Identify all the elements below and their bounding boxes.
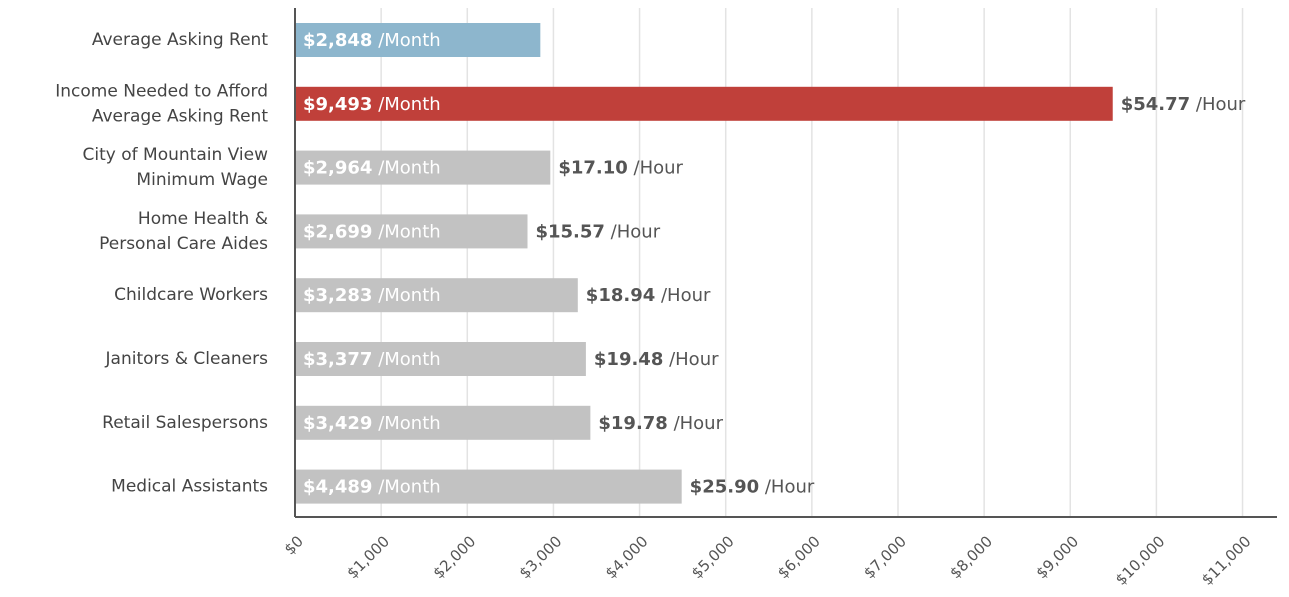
value-label: $2,964 /Month: [303, 158, 441, 179]
label-line: Janitors & Cleaners: [105, 349, 269, 369]
y-tick-label: Average Asking Rent: [92, 30, 269, 50]
hourly-label: $17.10 /Hour: [558, 158, 683, 179]
x-tick-label: $4,000: [602, 532, 652, 582]
x-tick-label: $9,000: [1032, 532, 1082, 582]
hourly-label: $54.77 /Hour: [1121, 94, 1246, 115]
label-amount: $2,699: [303, 221, 372, 242]
value-label: $3,429 /Month: [303, 413, 441, 434]
label-amount: $3,429: [303, 413, 372, 434]
hourly-label: $19.48 /Hour: [594, 349, 719, 370]
hourly-label: $15.57 /Hour: [535, 221, 660, 242]
value-label: $4,489 /Month: [303, 477, 441, 498]
label-amount: $9,493: [303, 94, 372, 115]
label-amount: $3,377: [303, 349, 372, 370]
bar: [296, 405, 591, 440]
label-amount: $2,964: [303, 158, 372, 179]
label-line: Minimum Wage: [136, 170, 268, 190]
label-unit: /Hour: [628, 158, 684, 179]
y-tick-label: Janitors & Cleaners: [105, 349, 269, 369]
label-amount: $19.48: [594, 349, 663, 370]
y-tick-label: Medical Assistants: [111, 477, 268, 497]
y-tick-label: Home Health & Personal Care Aides: [99, 209, 268, 254]
x-tick-label: $1,000: [343, 532, 393, 582]
value-label: $2,848 /Month: [303, 30, 441, 51]
label-line: Home Health &: [138, 209, 268, 229]
label-line: Personal Care Aides: [99, 234, 268, 254]
label-amount: $15.57: [535, 221, 604, 242]
label-amount: $17.10: [558, 158, 627, 179]
label-line: Retail Salespersons: [102, 413, 268, 433]
x-tick-label: $7,000: [860, 532, 910, 582]
label-amount: $2,848: [303, 30, 372, 51]
hourly-label: $19.78 /Hour: [598, 413, 723, 434]
label-amount: $25.90: [690, 477, 759, 498]
label-amount: $19.78: [598, 413, 667, 434]
label-unit: /Month: [372, 285, 440, 306]
hourly-label: $25.90 /Hour: [690, 477, 815, 498]
label-unit: /Hour: [1190, 94, 1246, 115]
label-unit: /Hour: [663, 349, 719, 370]
label-line: Average Asking Rent: [92, 30, 269, 50]
value-label: $3,283 /Month: [303, 285, 441, 306]
label-line: Medical Assistants: [111, 477, 268, 497]
bar: [296, 23, 541, 57]
y-tick-label: Retail Salespersons: [102, 413, 268, 433]
x-tick-label: $10,000: [1112, 532, 1169, 589]
bar: [296, 214, 528, 249]
x-tick-label: $11,000: [1198, 532, 1255, 589]
x-tick-label: $2,000: [429, 532, 479, 582]
y-tick-label: City of Mountain View Minimum Wage: [83, 145, 269, 190]
y-tick-label: Income Needed to Afford Average Asking Re…: [55, 81, 268, 126]
label-amount: $3,283: [303, 285, 372, 306]
bar: [296, 278, 578, 313]
label-unit: /Month: [372, 30, 440, 51]
y-tick-label: Childcare Workers: [114, 285, 268, 305]
bar: [296, 342, 586, 376]
label-unit: /Month: [372, 349, 440, 370]
label-unit: /Hour: [759, 477, 815, 498]
label-line: Childcare Workers: [114, 285, 268, 305]
label-line: Income Needed to Afford: [55, 81, 268, 101]
label-amount: $4,489: [303, 477, 372, 498]
x-tick-label: $6,000: [774, 532, 824, 582]
label-unit: /Hour: [605, 221, 661, 242]
label-unit: /Month: [372, 94, 440, 115]
value-label: $3,377 /Month: [303, 349, 441, 370]
label-unit: /Hour: [655, 285, 711, 306]
label-line: City of Mountain View: [83, 145, 269, 165]
label-unit: /Hour: [668, 413, 724, 434]
label-amount: $18.94: [586, 285, 655, 306]
x-tick-label: $3,000: [516, 532, 566, 582]
x-tick-label: $5,000: [688, 532, 738, 582]
x-tick-label: $8,000: [946, 532, 996, 582]
value-label: $2,699 /Month: [303, 221, 441, 242]
label-unit: /Month: [372, 413, 440, 434]
label-line: Average Asking Rent: [92, 106, 269, 126]
bar: [296, 150, 551, 185]
label-unit: /Month: [372, 158, 440, 179]
label-unit: /Month: [372, 221, 440, 242]
label-amount: $54.77: [1121, 94, 1190, 115]
bar: [296, 86, 1113, 121]
label-unit: /Month: [372, 477, 440, 498]
x-tick-label: $0: [281, 532, 307, 558]
hourly-label: $18.94 /Hour: [586, 285, 711, 306]
value-label: $9,493 /Month: [303, 94, 441, 115]
bar: [296, 469, 682, 504]
